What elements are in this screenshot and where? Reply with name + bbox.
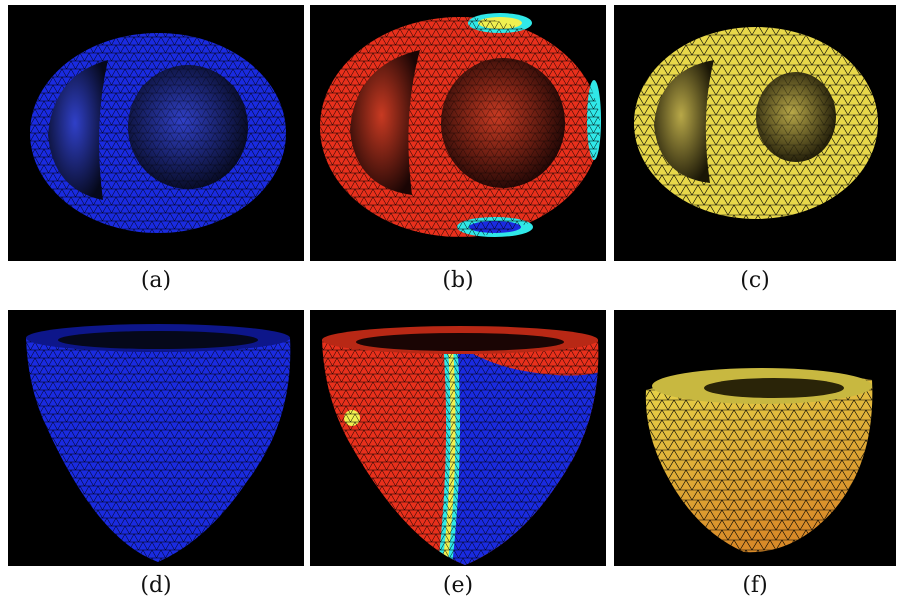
panel-a-top-view-blue <box>8 5 304 261</box>
panel-c-top-view-yellow <box>614 5 896 261</box>
heart-mesh-image <box>30 33 286 233</box>
panel-b-top-view-red <box>310 5 606 261</box>
caption-c: (c) <box>740 268 770 293</box>
caption-e: (e) <box>442 573 474 598</box>
caption-f: (f) <box>742 573 768 598</box>
heart-mesh-image <box>26 324 291 562</box>
heart-mesh-image <box>645 368 873 553</box>
caption-b: (b) <box>442 268 474 293</box>
panel-e-side-view-red-blue <box>310 310 606 566</box>
panel-f-side-view-yellow <box>614 310 896 566</box>
caption-a: (a) <box>140 268 172 293</box>
heart-mesh-image <box>322 326 599 565</box>
caption-d: (d) <box>140 573 172 598</box>
heart-mesh-image <box>320 13 601 237</box>
panel-d-side-view-blue <box>8 310 304 566</box>
heart-mesh-image <box>634 27 878 219</box>
